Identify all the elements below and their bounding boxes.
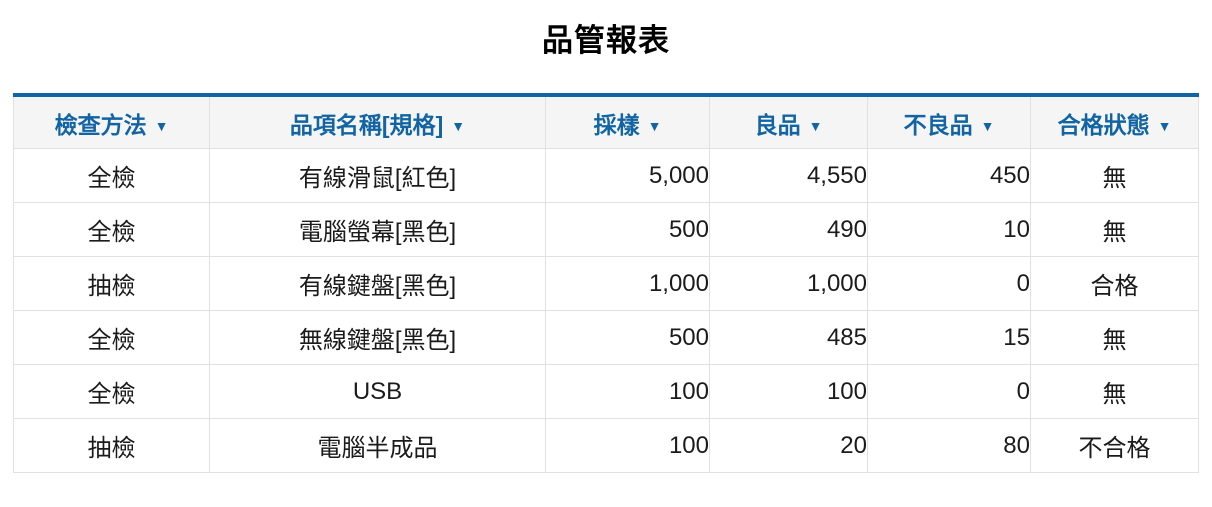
cell-good: 4,550 [709, 148, 868, 203]
column-header-good[interactable]: 良品 ▼ [709, 95, 868, 149]
table-row: 抽檢 電腦半成品 100 20 80 不合格 [13, 418, 1199, 473]
column-header-sample[interactable]: 採樣 ▼ [545, 95, 710, 149]
cell-defect: 10 [867, 202, 1031, 257]
column-header-status[interactable]: 合格狀態 ▼ [1030, 95, 1199, 149]
sort-dropdown-icon[interactable]: ▼ [808, 117, 823, 134]
column-header-item-label: 品項名稱[規格] [289, 111, 444, 138]
column-header-good-label: 良品 [754, 111, 801, 138]
sort-dropdown-icon[interactable]: ▼ [451, 117, 466, 134]
cell-status: 無 [1030, 364, 1199, 419]
cell-good: 1,000 [709, 256, 868, 311]
cell-defect: 15 [867, 310, 1031, 365]
cell-defect: 80 [867, 418, 1031, 473]
column-header-item[interactable]: 品項名稱[規格] ▼ [209, 95, 546, 149]
cell-good: 490 [709, 202, 868, 257]
cell-item: USB [209, 364, 546, 419]
cell-item: 電腦半成品 [209, 418, 546, 473]
cell-status: 無 [1030, 202, 1199, 257]
cell-sample: 100 [545, 364, 710, 419]
cell-status: 不合格 [1030, 418, 1199, 473]
column-header-method-label: 檢查方法 [54, 111, 147, 138]
cell-method: 抽檢 [13, 418, 210, 473]
cell-sample: 5,000 [545, 148, 710, 203]
column-header-defect-label: 不良品 [903, 111, 973, 138]
cell-defect: 450 [867, 148, 1031, 203]
cell-method: 全檢 [13, 202, 210, 257]
table-row: 全檢 USB 100 100 0 無 [13, 364, 1199, 419]
cell-status: 無 [1030, 148, 1199, 203]
cell-item: 電腦螢幕[黑色] [209, 202, 546, 257]
cell-method: 全檢 [13, 310, 210, 365]
cell-status: 無 [1030, 310, 1199, 365]
cell-item: 無線鍵盤[黑色] [209, 310, 546, 365]
page-title: 品管報表 [542, 23, 670, 58]
cell-sample: 500 [545, 202, 710, 257]
cell-good: 20 [709, 418, 868, 473]
table-row: 全檢 電腦螢幕[黑色] 500 490 10 無 [13, 202, 1199, 257]
table-row: 全檢 無線鍵盤[黑色] 500 485 15 無 [13, 310, 1199, 365]
cell-sample: 1,000 [545, 256, 710, 311]
column-header-defect[interactable]: 不良品 ▼ [867, 95, 1031, 149]
sort-dropdown-icon[interactable]: ▼ [980, 117, 995, 134]
cell-method: 全檢 [13, 364, 210, 419]
header-row: 檢查方法 ▼ 品項名稱[規格] ▼ 採樣 ▼ 良品 ▼ 不良品 ▼ 合格狀態 ▼ [13, 95, 1199, 149]
column-header-method[interactable]: 檢查方法 ▼ [13, 95, 210, 149]
sort-dropdown-icon[interactable]: ▼ [154, 117, 169, 134]
qc-report-table-container: 檢查方法 ▼ 品項名稱[規格] ▼ 採樣 ▼ 良品 ▼ 不良品 ▼ 合格狀態 ▼ [13, 93, 1199, 473]
cell-defect: 0 [867, 364, 1031, 419]
sort-dropdown-icon[interactable]: ▼ [647, 117, 662, 134]
sort-dropdown-icon[interactable]: ▼ [1157, 117, 1172, 134]
cell-item: 有線滑鼠[紅色] [209, 148, 546, 203]
column-header-status-label: 合格狀態 [1057, 111, 1150, 138]
table-row: 抽檢 有線鍵盤[黑色] 1,000 1,000 0 合格 [13, 256, 1199, 311]
cell-status: 合格 [1030, 256, 1199, 311]
cell-sample: 500 [545, 310, 710, 365]
column-header-sample-label: 採樣 [593, 111, 640, 138]
cell-method: 抽檢 [13, 256, 210, 311]
cell-good: 100 [709, 364, 868, 419]
cell-defect: 0 [867, 256, 1031, 311]
cell-method: 全檢 [13, 148, 210, 203]
qc-report-table: 檢查方法 ▼ 品項名稱[規格] ▼ 採樣 ▼ 良品 ▼ 不良品 ▼ 合格狀態 ▼ [13, 93, 1199, 473]
table-row: 全檢 有線滑鼠[紅色] 5,000 4,550 450 無 [13, 148, 1199, 203]
cell-sample: 100 [545, 418, 710, 473]
cell-item: 有線鍵盤[黑色] [209, 256, 546, 311]
cell-good: 485 [709, 310, 868, 365]
